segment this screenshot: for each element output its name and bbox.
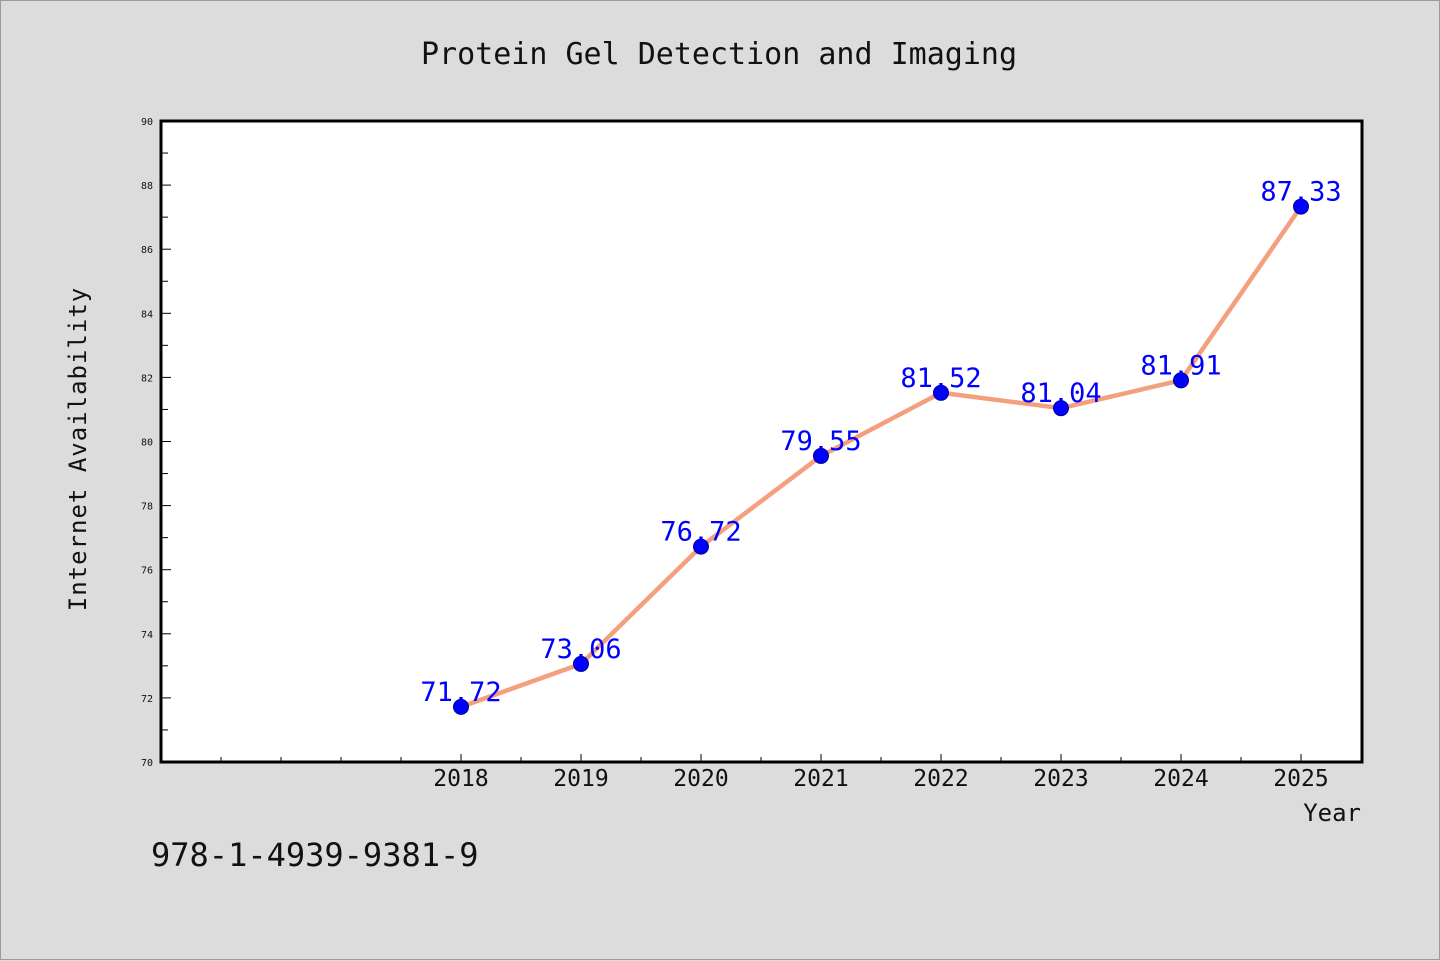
data-label: 81.52 <box>900 363 981 394</box>
x-axis-label: Year <box>1303 799 1361 827</box>
series-line <box>458 204 1304 710</box>
footnote-isbn: 978-1-4939-9381-9 <box>151 836 479 874</box>
x-tick-label: 2021 <box>793 766 848 792</box>
data-label: 71.72 <box>420 677 501 708</box>
x-axis: 2018 2019 2020 2021 2022 2023 2024 2025 <box>220 754 1362 792</box>
y-tick-label: 88 <box>141 181 153 192</box>
data-point <box>1173 372 1189 389</box>
x-tick-label: 2020 <box>673 766 728 792</box>
y-tick-label: 72 <box>141 694 153 705</box>
data-label: 73.06 <box>540 634 621 665</box>
y-tick-label: 78 <box>141 502 153 513</box>
data-point <box>693 538 709 555</box>
y-tick-label: 86 <box>141 245 153 256</box>
y-axis: 70 72 74 76 78 80 82 84 86 88 90 <box>141 117 171 769</box>
x-tick-label: 2019 <box>553 766 608 792</box>
data-label: 81.04 <box>1020 378 1101 409</box>
y-tick-label: 76 <box>141 566 153 577</box>
y-tick-label: 82 <box>141 373 153 384</box>
data-label: 76.72 <box>660 517 741 548</box>
data-point <box>933 384 949 401</box>
y-tick-label: 84 <box>141 309 153 320</box>
y-tick-label: 74 <box>141 630 153 641</box>
plot-area <box>159 119 1364 764</box>
x-tick-label: 2024 <box>1153 766 1208 792</box>
data-label: 79.55 <box>780 426 861 457</box>
data-point <box>1293 198 1309 215</box>
y-tick-label: 90 <box>141 117 153 128</box>
y-tick-label: 80 <box>141 438 153 449</box>
x-tick-label: 2023 <box>1033 766 1088 792</box>
data-point <box>813 447 829 464</box>
data-label: 87.33 <box>1260 177 1341 208</box>
data-point <box>1053 400 1069 417</box>
data-point <box>573 655 589 672</box>
y-axis-label: Internet Availability <box>64 287 92 611</box>
x-tick-label: 2018 <box>433 766 488 792</box>
chart-title: Protein Gel Detection and Imaging <box>421 37 1017 72</box>
x-tick-label: 2022 <box>913 766 968 792</box>
data-point <box>453 698 469 715</box>
series-group: 71.72 73.06 76.72 79.55 81.52 81.04 81.91 87.33 <box>420 177 1342 715</box>
y-tick-label: 70 <box>141 758 153 769</box>
x-tick-label: 2025 <box>1273 766 1328 792</box>
data-label: 81.91 <box>1140 350 1221 381</box>
